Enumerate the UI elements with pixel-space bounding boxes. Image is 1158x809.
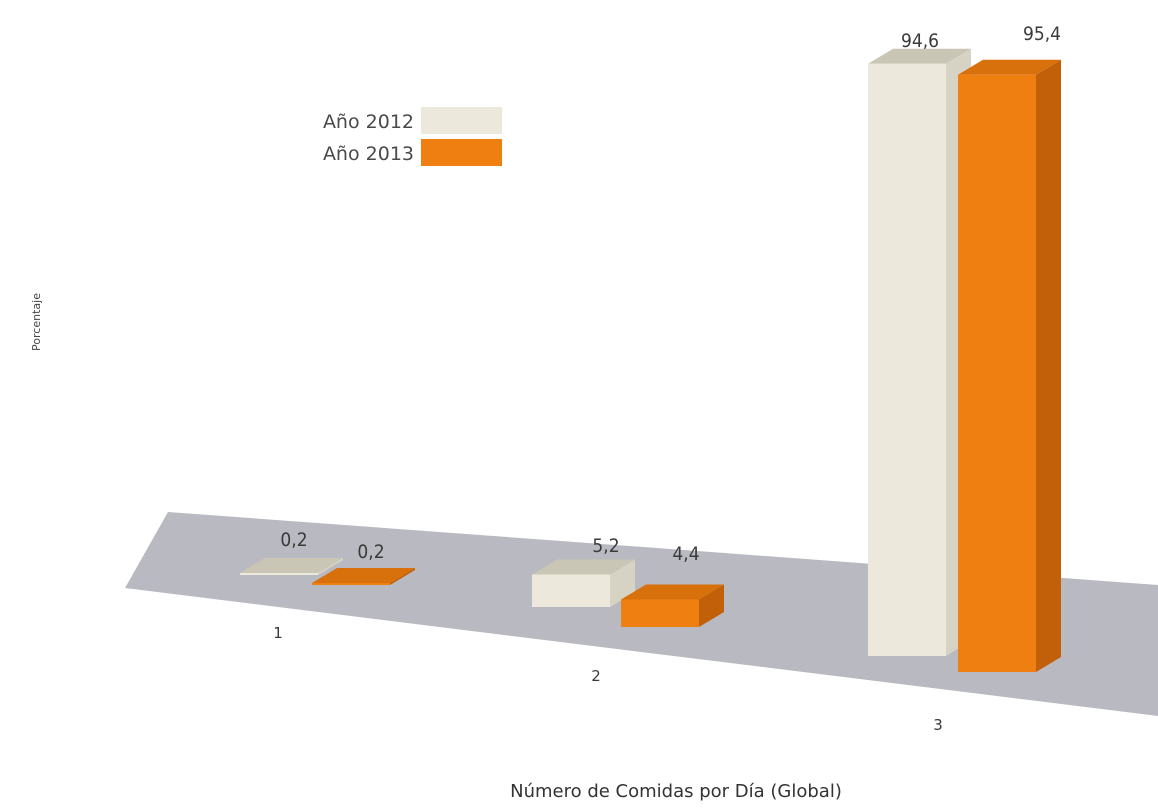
bar-top-face <box>621 584 724 600</box>
value-label-2013-cat3: 95,4 <box>1023 23 1061 45</box>
bar-front-face <box>532 574 610 607</box>
value-label-2012-cat3: 94,6 <box>901 30 939 52</box>
bar-front-face <box>240 573 318 575</box>
bar-año-2012-cat2 <box>532 559 635 607</box>
bar-año-2013-cat2 <box>621 584 724 627</box>
bar-side-face <box>699 584 724 627</box>
bar-año-2013-cat3 <box>958 59 1061 672</box>
bar-top-face <box>958 59 1061 75</box>
x-tick-label-1: 1 <box>273 624 283 642</box>
legend-swatch-2012 <box>421 107 502 134</box>
x-tick-labels: 1 2 3 <box>273 624 943 734</box>
value-label-2013-cat1: 0,2 <box>357 541 384 563</box>
bar-side-face <box>390 568 415 585</box>
bar-front-face <box>868 63 946 656</box>
value-label-2012-cat1: 0,2 <box>280 529 307 551</box>
bar-top-face <box>312 568 415 583</box>
x-tick-label-3: 3 <box>933 716 943 734</box>
value-labels: 0,2 0,2 5,2 4,4 94,6 95,4 <box>280 23 1061 565</box>
bar-front-face <box>958 74 1036 672</box>
bar-front-face <box>621 599 699 627</box>
bar-año-2012-cat1 <box>240 558 343 575</box>
legend-swatch-2013 <box>421 139 502 166</box>
bars-layer <box>240 48 1061 672</box>
x-axis-title: Número de Comidas por Día (Global) <box>510 781 842 802</box>
bar-año-2013-cat1 <box>312 568 415 585</box>
value-label-2012-cat2: 5,2 <box>592 535 619 557</box>
bar-top-face <box>868 48 971 64</box>
legend-label-2013: Año 2013 <box>323 143 414 165</box>
bar-side-face <box>1036 59 1061 672</box>
x-tick-label-2: 2 <box>591 667 601 685</box>
bar-top-face <box>532 559 635 575</box>
bar-top-face <box>240 558 343 573</box>
bar-año-2012-cat3 <box>868 48 971 656</box>
bar-side-face <box>318 558 343 575</box>
bar-front-face <box>312 583 390 585</box>
value-label-2013-cat2: 4,4 <box>672 543 699 565</box>
legend-label-2012: Año 2012 <box>323 111 414 133</box>
legend: Año 2012 Año 2013 <box>323 107 502 166</box>
y-axis-title: Porcentaje <box>30 293 43 351</box>
